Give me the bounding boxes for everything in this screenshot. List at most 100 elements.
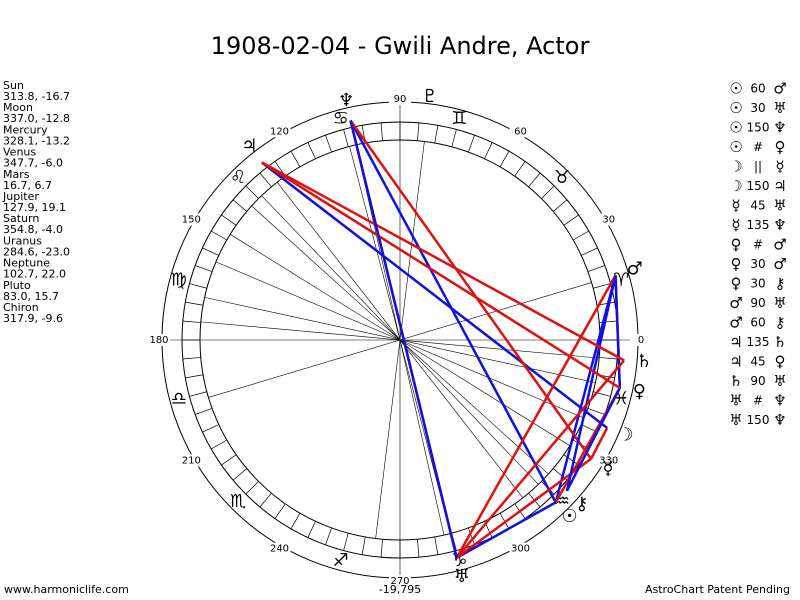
degree-tick — [245, 481, 259, 495]
label-bg — [268, 542, 291, 555]
wheel: 0 30 60 90 120 150 180 210 240 270 300 330 ♈ ♉ ♊ ♋ ♌ ♍ ♎ ♏ ♐… — [148, 86, 652, 587]
planet-position: 313.8, -16.7 — [3, 90, 70, 103]
degree-label: 270 — [390, 576, 409, 587]
aspect-line — [614, 275, 622, 388]
planet-glyph: ⚷ — [575, 493, 588, 514]
aspect-to: ⚷ — [775, 314, 786, 332]
label-bg — [597, 454, 620, 467]
aspect-from: ☉ — [729, 80, 742, 98]
aspect-to: ♀ — [775, 353, 786, 371]
degree-label: 60 — [514, 126, 527, 137]
aspect-line — [455, 274, 617, 559]
aspect-line — [455, 457, 592, 559]
degree-label: 120 — [270, 126, 289, 137]
aspect-from: ☿ — [731, 216, 740, 234]
aspect-to: ♂ — [773, 236, 786, 254]
aspect-line — [261, 161, 625, 362]
aspect-type: 150 — [747, 121, 770, 135]
sign-glyph: ♏ — [230, 491, 246, 512]
degree-tick — [221, 454, 237, 466]
aspect-line — [554, 275, 617, 503]
aspect-type: || — [754, 160, 762, 174]
degree-tick — [599, 357, 618, 360]
planet-glyph: ♃ — [241, 136, 257, 157]
planet-glyph: ♂ — [627, 259, 643, 280]
planet-glyph: ☽ — [617, 425, 633, 446]
aspect-type: 135 — [747, 218, 770, 232]
aspect-line — [349, 119, 557, 503]
aspect-type: 30 — [750, 257, 765, 271]
aspect-to: ♆ — [773, 392, 786, 410]
degree-tick — [189, 391, 207, 397]
degree-label: 180 — [149, 335, 168, 346]
label-bg — [180, 213, 203, 226]
degree-tick — [563, 454, 579, 466]
degree-tick — [185, 301, 204, 306]
degree-tick — [417, 539, 420, 558]
aspect-from: ♀ — [731, 255, 742, 273]
number: -19,795 — [379, 583, 421, 596]
aspect-from: ♅ — [729, 392, 742, 410]
label-bg — [630, 334, 652, 346]
planet-position: 16.7, 6.7 — [3, 179, 52, 192]
planet-position: 83.0, 15.7 — [3, 290, 59, 303]
aspect-from: ♀ — [731, 275, 742, 293]
degree-tick — [587, 408, 605, 415]
planet-name: Chiron — [3, 301, 39, 314]
planet-glyph: ☿ — [602, 458, 613, 479]
degree-tick — [434, 536, 439, 555]
planet-glyph: ♀ — [633, 381, 646, 402]
aspect-to: ♆ — [773, 119, 786, 137]
degree-tick — [325, 135, 332, 153]
aspect-to: ♂ — [773, 80, 786, 98]
degree-tick — [221, 214, 237, 226]
degree-label: 240 — [270, 544, 289, 555]
aspect-type: 135 — [747, 335, 770, 349]
degree-tick — [259, 492, 272, 508]
planet-name: Saturn — [3, 212, 39, 225]
aspect-to: ♃ — [773, 177, 786, 195]
aspect-type: 90 — [750, 296, 765, 310]
aspect-from: ☽ — [729, 158, 742, 176]
planet-position: 328.1, -13.2 — [3, 134, 70, 147]
degree-label: 90 — [394, 94, 407, 105]
label-bg — [148, 334, 170, 346]
degree-tick — [307, 521, 316, 538]
aspect-line — [349, 120, 458, 559]
aspect-from: ♂ — [729, 294, 742, 312]
degree-tick — [211, 439, 227, 450]
aspect-from: ♃ — [729, 353, 742, 371]
planet-name: Mars — [3, 168, 30, 181]
degree-tick — [290, 513, 301, 529]
label-bg — [180, 454, 203, 467]
planet-glyph: ☉ — [562, 506, 578, 527]
degree-tick — [202, 247, 219, 256]
planet-position: 127.9, 19.1 — [3, 201, 66, 214]
degree-tick — [593, 283, 611, 289]
planet-name: Neptune — [3, 257, 50, 270]
aspect-from: ♄ — [729, 372, 742, 390]
degree-tick — [587, 265, 605, 272]
degree-tick — [274, 503, 286, 519]
aspect-to: ♀ — [775, 138, 786, 156]
aspect-to: ☿ — [775, 158, 784, 176]
aspect-to: ♅ — [773, 294, 786, 312]
planet-name: Mercury — [3, 123, 48, 136]
degree-tick — [380, 539, 383, 558]
aspect-from: ♃ — [729, 333, 742, 351]
degree-tick — [189, 283, 207, 289]
degree-tick — [541, 185, 555, 199]
degree-tick — [563, 214, 579, 226]
degree-tick — [195, 408, 213, 415]
aspect-type: # — [753, 140, 763, 154]
label-bg — [509, 542, 532, 555]
planet-position: 347.7, -6.0 — [3, 157, 63, 170]
aspect-to: ⚷ — [775, 275, 786, 293]
sign-glyph: ♐ — [333, 550, 349, 571]
planet-position: 102.7, 22.0 — [3, 268, 66, 281]
degree-tick — [182, 320, 201, 323]
aspect-type: 45 — [750, 199, 765, 213]
aspect-type: 60 — [750, 82, 765, 96]
aspect-line — [349, 119, 593, 460]
